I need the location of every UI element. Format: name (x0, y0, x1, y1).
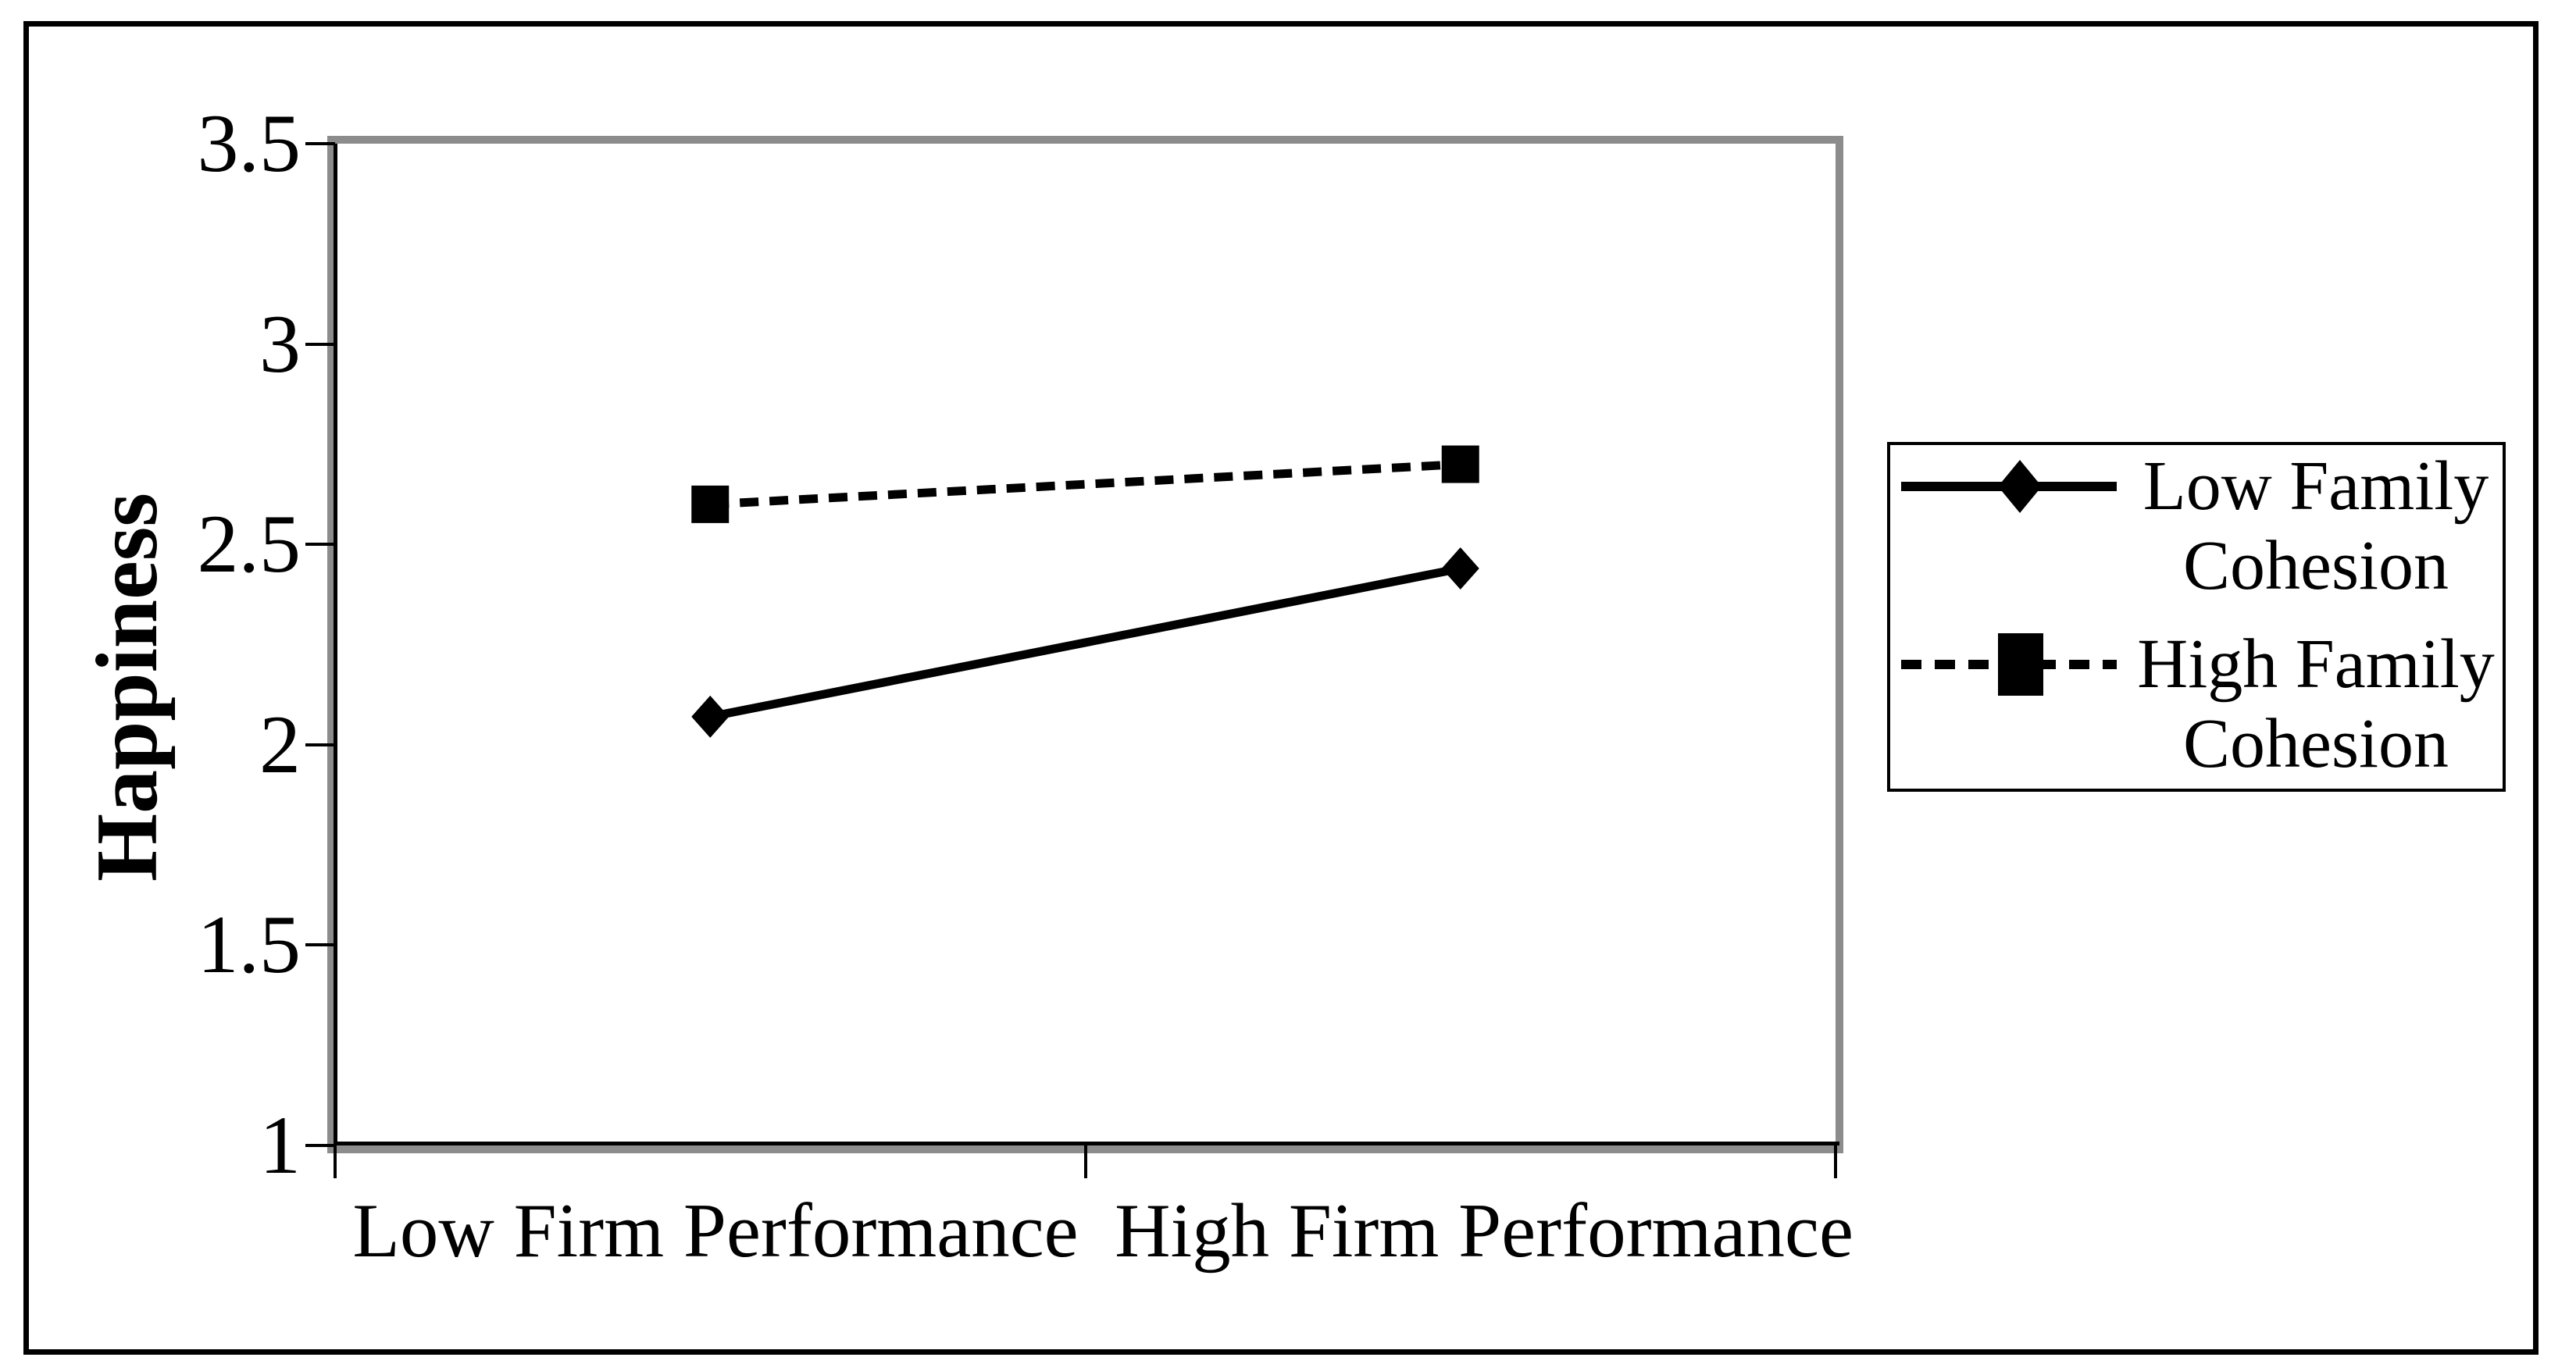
x-tick-mark (1834, 1145, 1837, 1178)
dashed-line-square-icon (1901, 633, 2117, 696)
x-category-label-high-firm-performance: High Firm Performance (1115, 1188, 1854, 1274)
x-tick-mark (334, 1145, 337, 1178)
diamond-marker (691, 695, 730, 738)
series-line-high-family-cohesion (709, 460, 1461, 509)
y-tick-mark (305, 943, 335, 947)
square-marker (691, 485, 730, 523)
legend-label: High Family Cohesion (2137, 625, 2495, 782)
x-axis-line (334, 1142, 1839, 1145)
plot-series-canvas (691, 445, 1479, 738)
solid-line-diamond-icon (1901, 460, 2117, 513)
y-tick-mark (305, 543, 335, 547)
y-tick-label: 3.5 (197, 98, 301, 189)
legend-entry-high-family-cohesion: High Family Cohesion (1890, 625, 2503, 784)
legend: Low Family Cohesion High Family Cohesion (1887, 442, 2506, 792)
y-tick-label: 1.5 (197, 899, 301, 991)
legend-swatch-solid-diamond (1890, 447, 2134, 526)
y-tick-label: 2.5 (197, 498, 301, 590)
y-axis-line (334, 144, 337, 1145)
legend-swatch-dashed-square (1890, 625, 2134, 704)
legend-label: Low Family Cohesion (2143, 447, 2489, 604)
y-tick-mark (305, 1144, 335, 1147)
y-tick-mark (305, 142, 335, 145)
diamond-marker (1441, 547, 1479, 590)
figure-border (23, 21, 2539, 1355)
x-category-label-low-firm-performance: Low Firm Performance (352, 1188, 1079, 1274)
y-tick-mark (305, 743, 335, 746)
square-marker (1441, 445, 1479, 483)
y-tick-mark (305, 342, 335, 346)
y-tick-label: 2 (259, 698, 301, 790)
y-tick-label: 3 (259, 297, 301, 390)
legend-entry-low-family-cohesion: Low Family Cohesion (1890, 447, 2503, 606)
x-tick-mark (1083, 1145, 1087, 1178)
y-tick-label: 1 (259, 1099, 301, 1191)
series-line-low-family-cohesion (709, 564, 1461, 721)
